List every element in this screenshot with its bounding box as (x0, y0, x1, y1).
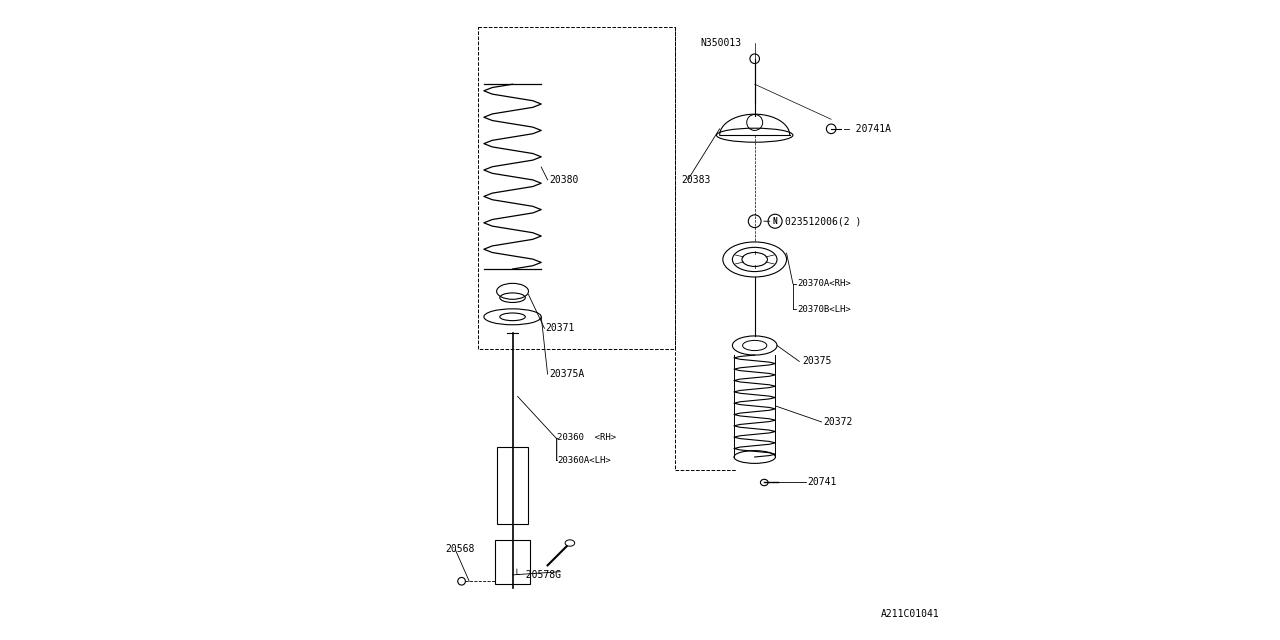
Text: 20375: 20375 (803, 356, 832, 367)
Text: 20380: 20380 (549, 175, 579, 185)
Text: — 20741A: — 20741A (844, 124, 891, 134)
Bar (497, 447, 529, 524)
Text: 20360A<LH>: 20360A<LH> (557, 456, 611, 465)
Text: 20371: 20371 (545, 323, 575, 333)
Text: 20360  <RH>: 20360 <RH> (557, 433, 616, 442)
Text: 20370A<RH>: 20370A<RH> (797, 279, 851, 288)
Text: 20383: 20383 (681, 175, 710, 185)
Text: 023512006(2 ): 023512006(2 ) (785, 216, 861, 226)
Text: 20741: 20741 (808, 477, 837, 488)
Text: 20568: 20568 (445, 545, 475, 554)
Text: N: N (773, 217, 777, 226)
Text: N350013: N350013 (700, 38, 741, 48)
Text: 20370B<LH>: 20370B<LH> (797, 305, 851, 314)
Text: └ 20578G: └ 20578G (513, 570, 561, 580)
Text: A211C01041: A211C01041 (881, 609, 940, 620)
Text: 20372: 20372 (823, 417, 852, 427)
Text: 20375A: 20375A (549, 369, 584, 379)
Bar (495, 540, 530, 584)
